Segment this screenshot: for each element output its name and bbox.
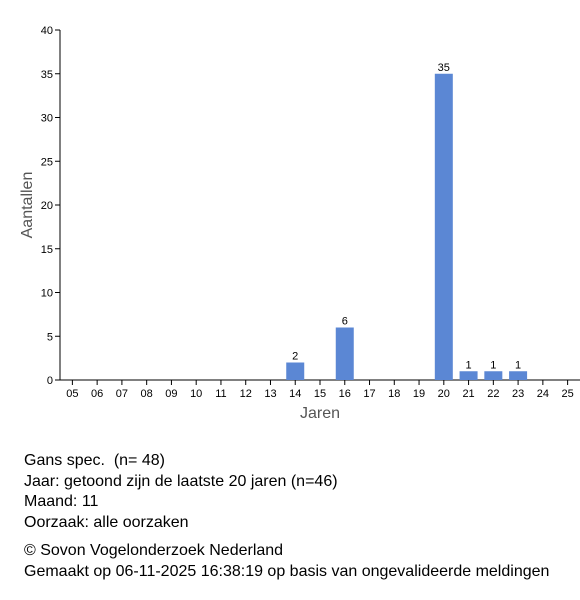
bar: [434, 73, 453, 380]
y-tick-label: 5: [47, 331, 53, 343]
info-line: Maand: 11: [24, 493, 99, 510]
y-tick-label: 0: [47, 375, 53, 387]
bar: [286, 362, 305, 380]
value-label: 6: [342, 316, 348, 328]
info-line: Gemaakt op 06-11-2025 16:38:19 op basis …: [24, 563, 550, 580]
x-tick-label: 19: [413, 388, 425, 400]
x-tick-label: 12: [240, 388, 252, 400]
bar: [484, 371, 503, 380]
info-line: Gans spec. (n= 48): [24, 452, 165, 469]
x-tick-label: 13: [264, 388, 276, 400]
y-tick-label: 20: [41, 200, 53, 212]
x-tick-label: 22: [487, 388, 499, 400]
bar: [335, 327, 354, 380]
value-label: 35: [438, 62, 450, 74]
x-tick-label: 17: [363, 388, 375, 400]
y-tick-label: 25: [41, 156, 53, 168]
x-tick-label: 06: [91, 388, 103, 400]
value-label: 2: [292, 351, 298, 363]
y-tick-label: 15: [41, 244, 53, 256]
x-tick-label: 24: [537, 388, 549, 400]
value-label: 1: [466, 359, 472, 371]
bar: [509, 371, 528, 380]
y-tick-label: 30: [41, 113, 53, 125]
x-tick-label: 16: [339, 388, 351, 400]
info-line: Jaar: getoond zijn de laatste 20 jaren (…: [24, 472, 338, 490]
x-tick-label: 15: [314, 388, 326, 400]
x-tick-label: 07: [116, 388, 128, 400]
value-label: 1: [490, 359, 496, 371]
x-tick-label: 05: [66, 388, 78, 400]
bar: [459, 371, 478, 380]
x-tick-label: 20: [438, 388, 450, 400]
x-tick-label: 10: [190, 388, 202, 400]
info-line: Oorzaak: alle oorzaken: [24, 513, 189, 531]
x-tick-label: 08: [141, 388, 153, 400]
y-tick-label: 10: [41, 288, 53, 300]
x-tick-label: 11: [215, 388, 226, 400]
x-tick-label: 25: [561, 388, 573, 400]
y-axis-label: Aantallen: [19, 172, 36, 239]
x-tick-label: 14: [289, 388, 301, 400]
x-axis-label: Jaren: [300, 405, 340, 420]
x-tick-label: 23: [512, 388, 524, 400]
y-tick-label: 35: [41, 69, 53, 81]
info-line: © Sovon Vogelonderzoek Nederland: [24, 542, 284, 559]
x-tick-label: 18: [388, 388, 400, 400]
x-tick-label: 21: [462, 388, 474, 400]
y-tick-label: 40: [41, 25, 53, 37]
x-tick-label: 09: [165, 388, 177, 400]
value-label: 1: [515, 359, 521, 371]
